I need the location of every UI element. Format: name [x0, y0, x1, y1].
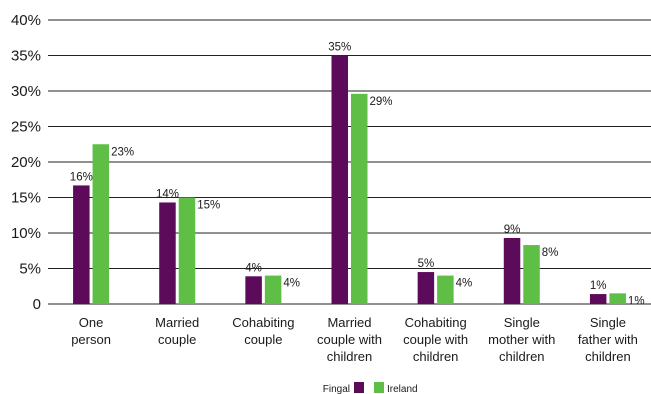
bar-fingal [503, 237, 521, 304]
category-label: Single mother with children [488, 315, 555, 364]
category-label: Cohabiting couple with children [403, 315, 468, 364]
y-tick-label: 0 [33, 296, 41, 313]
data-labels: 16% 23% 14% 15% 4% 4% 35% 29% 5% 4% 9% 8% 1% 1% [70, 42, 645, 308]
data-label-fingal: 1% [590, 280, 607, 292]
data-label-fingal: 5% [418, 258, 435, 270]
bar-ireland [264, 275, 282, 304]
y-axis-ticks: 0 5% 10% 15% 20% 25% 30% 35% 40% [11, 12, 41, 313]
bar-ireland [437, 275, 454, 304]
category-label: One person [71, 315, 111, 347]
bar-fingal [159, 202, 176, 304]
category-label: Cohabiting couple [232, 315, 294, 347]
bar-fingal [245, 276, 262, 304]
category-label: Married couple with children [317, 315, 382, 364]
bar-ireland [609, 293, 626, 304]
data-label-fingal: 9% [504, 224, 521, 236]
y-tick-label: 5% [19, 261, 41, 278]
bar-fingal [417, 272, 435, 304]
bar-ireland [178, 197, 196, 304]
legend-swatch-fingal [354, 382, 364, 393]
data-label-ireland: 29% [370, 96, 393, 108]
y-tick-label: 35% [11, 48, 41, 65]
bar-ireland [92, 144, 110, 304]
legend-label-fingal: Fingal [323, 384, 350, 394]
y-tick-label: 10% [11, 225, 41, 242]
data-label-ireland: 1% [628, 295, 645, 307]
category-label: Single father with children [578, 315, 638, 364]
data-label-fingal: 16% [70, 171, 93, 183]
legend: Fingal Ireland [323, 382, 418, 394]
legend-label-ireland: Ireland [387, 384, 418, 394]
y-tick-label: 20% [11, 154, 41, 171]
category-labels: One person Married couple Cohabiting couple Ma… [71, 315, 638, 364]
data-label-ireland: 15% [197, 200, 220, 212]
data-label-ireland: 4% [283, 278, 300, 290]
y-tick-label: 25% [11, 119, 41, 136]
data-label-fingal: 14% [156, 188, 179, 200]
bars [73, 55, 626, 304]
legend-swatch-ireland [374, 382, 384, 393]
bar-fingal [331, 55, 348, 304]
data-label-ireland: 23% [111, 146, 134, 158]
data-label-ireland: 4% [456, 278, 473, 290]
bar-fingal [73, 185, 90, 304]
bar-ireland [523, 245, 540, 304]
bar-ireland [351, 93, 368, 304]
bar-fingal [589, 294, 607, 304]
category-label: Married couple [155, 315, 199, 347]
y-tick-label: 30% [11, 83, 41, 100]
data-label-fingal: 4% [245, 262, 262, 274]
data-label-ireland: 8% [542, 247, 559, 259]
y-tick-label: 15% [11, 190, 41, 207]
gridlines [48, 19, 651, 305]
y-tick-label: 40% [11, 12, 41, 29]
data-label-fingal: 35% [328, 42, 351, 54]
